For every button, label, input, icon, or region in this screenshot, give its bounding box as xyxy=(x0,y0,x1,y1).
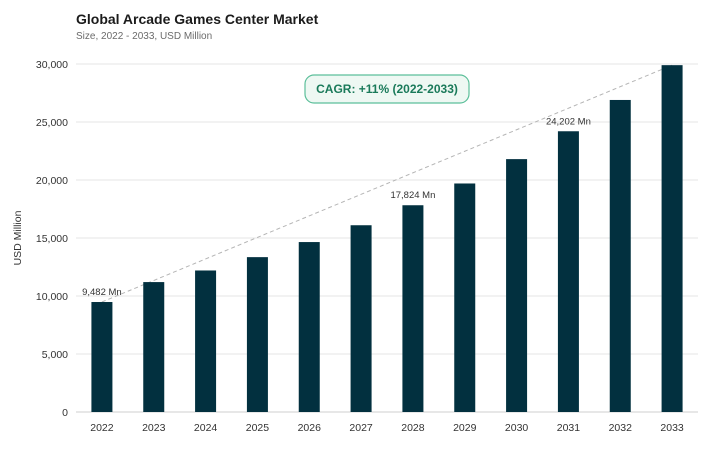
bar-2030 xyxy=(506,159,528,412)
x-tick-label: 2026 xyxy=(298,422,322,434)
bar-2031 xyxy=(557,131,579,412)
data-labels: 9,482 Mn 17,824 Mn 24,202 Mn xyxy=(82,116,591,298)
y-tick-label: 30,000 xyxy=(36,59,68,71)
y-axis-label: USD Million xyxy=(12,210,24,265)
bar-2022 xyxy=(91,302,113,412)
y-tick-label: 25,000 xyxy=(36,117,68,129)
chart-title: Global Arcade Games Center Market xyxy=(76,11,319,27)
x-tick-label: 2030 xyxy=(505,422,529,434)
y-tick-label: 20,000 xyxy=(36,175,68,187)
x-tick-label: 2028 xyxy=(401,422,425,434)
x-tick-label: 2032 xyxy=(609,422,633,434)
x-tick-label: 2023 xyxy=(142,422,166,434)
x-tick-label: 2022 xyxy=(90,422,114,434)
x-tick-label: 2033 xyxy=(660,422,684,434)
bars xyxy=(91,65,683,413)
y-tick-label: 10,000 xyxy=(36,291,68,303)
bar-2024 xyxy=(195,270,217,412)
x-axis-ticks: 2022 2023 2024 2025 2026 2027 2028 2029 2030 2031… xyxy=(90,422,684,434)
x-tick-label: 2027 xyxy=(349,422,373,434)
cagr-annotation-box xyxy=(304,74,470,104)
trend-line xyxy=(101,64,673,303)
bar-2023 xyxy=(143,282,165,412)
data-label: 24,202 Mn xyxy=(546,116,591,127)
gridlines xyxy=(76,63,698,413)
y-axis-ticks: 0 5,000 10,000 15,000 20,000 25,000 30,000 xyxy=(36,59,68,419)
x-tick-label: 2029 xyxy=(453,422,477,434)
data-label: 9,482 Mn xyxy=(82,287,122,298)
x-tick-label: 2031 xyxy=(557,422,581,434)
chart-subtitle: Size, 2022 - 2033, USD Million xyxy=(76,31,213,42)
bar-2032 xyxy=(609,99,631,413)
data-label: 17,824 Mn xyxy=(390,190,435,201)
y-tick-label: 5,000 xyxy=(42,349,68,361)
bar-2026 xyxy=(298,242,320,412)
bar-2025 xyxy=(246,257,268,412)
bar-2028 xyxy=(402,205,424,412)
x-tick-label: 2024 xyxy=(194,422,218,434)
cagr-annotation: CAGR: +11% (2022-2033) xyxy=(316,82,458,96)
x-tick-label: 2025 xyxy=(246,422,270,434)
y-tick-label: 0 xyxy=(62,407,68,419)
bar-2033 xyxy=(661,65,683,412)
bar-2027 xyxy=(350,225,372,412)
bar-2029 xyxy=(454,183,476,412)
y-tick-label: 15,000 xyxy=(36,233,68,245)
